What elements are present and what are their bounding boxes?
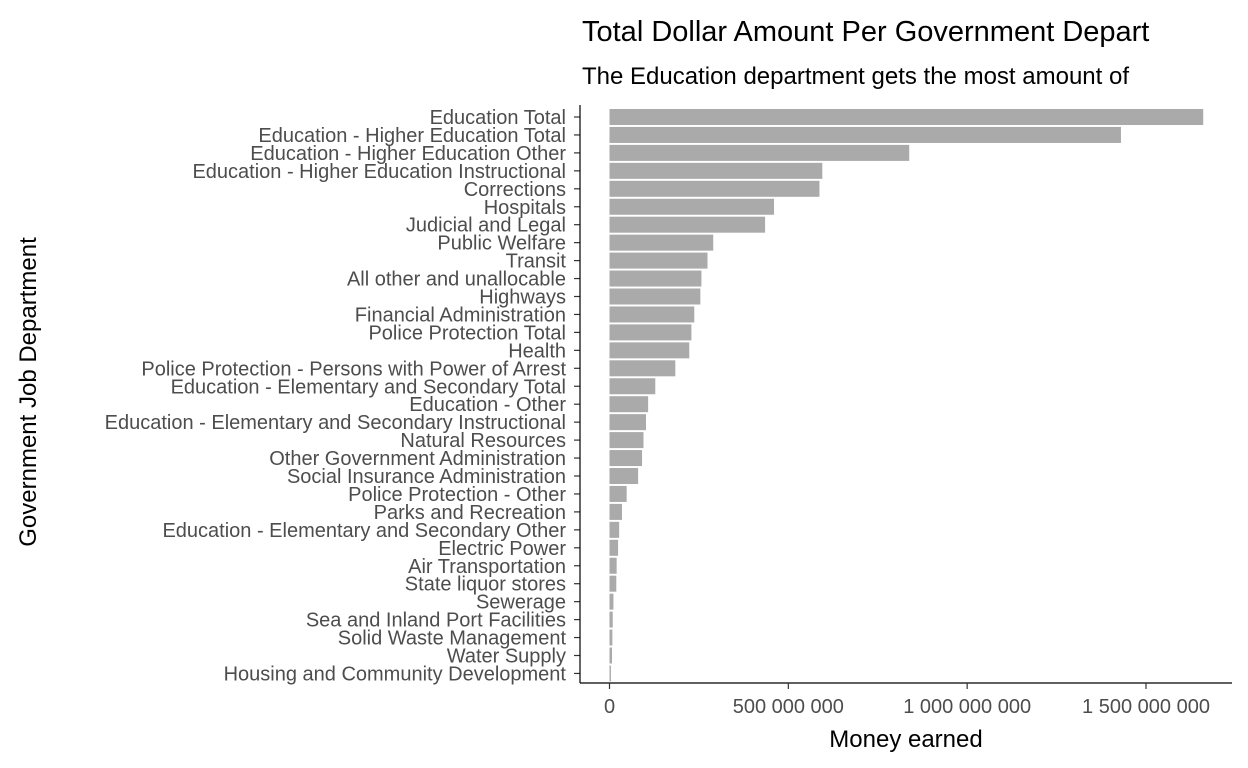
- category-label: Other Government Administration: [269, 448, 566, 470]
- category-label: Housing and Community Development: [224, 663, 567, 685]
- category-label: Transit: [506, 251, 567, 273]
- category-label: Police Protection - Other: [348, 484, 566, 506]
- category-label: Public Welfare: [437, 233, 566, 255]
- category-label: Financial Administration: [355, 304, 566, 326]
- bar-27: [609, 593, 614, 610]
- bars-group: [609, 109, 1204, 682]
- category-label: Highways: [479, 287, 566, 309]
- category-label: Health: [508, 340, 566, 362]
- bar-4: [609, 180, 820, 197]
- y-axis-title: Government Job Department: [15, 237, 42, 547]
- category-label: Solid Waste Management: [338, 628, 567, 650]
- category-label: All other and unallocable: [347, 269, 566, 291]
- chart-subtitle: The Education department gets the most a…: [582, 63, 1129, 90]
- chart-title: Total Dollar Amount Per Government Depar…: [582, 16, 1149, 48]
- bar-29: [609, 629, 613, 646]
- category-label: State liquor stores: [405, 574, 566, 596]
- x-tick-label: 1 000 000 000: [903, 696, 1031, 718]
- bar-19: [609, 450, 643, 467]
- bar-28: [609, 611, 613, 628]
- x-axis-title: Money earned: [829, 726, 982, 753]
- x-tick-label: 1 500 000 000: [1082, 696, 1210, 718]
- bar-7: [609, 234, 714, 251]
- category-label: Police Protection - Persons with Power o…: [141, 358, 566, 380]
- category-label: Natural Resources: [400, 430, 566, 452]
- category-label: Social Insurance Administration: [287, 466, 566, 488]
- bar-18: [609, 432, 644, 449]
- bar-25: [609, 557, 617, 574]
- bar-24: [609, 539, 619, 556]
- category-label: Education - Higher Education Instruction…: [192, 161, 566, 183]
- bar-23: [609, 521, 620, 538]
- bar-30: [609, 647, 613, 664]
- category-label: Electric Power: [438, 538, 566, 560]
- bar-13: [609, 342, 690, 359]
- bar-14: [609, 360, 676, 377]
- bar-2: [609, 144, 910, 161]
- category-label: Corrections: [464, 179, 566, 201]
- bar-1: [609, 126, 1121, 143]
- bar-12: [609, 324, 692, 341]
- category-label: Water Supply: [447, 646, 566, 668]
- bar-31: [609, 665, 611, 682]
- bar-3: [609, 162, 823, 179]
- category-label: Education - Higher Education Other: [250, 143, 566, 165]
- x-tick-label: 0: [604, 696, 615, 718]
- category-label: Police Protection Total: [368, 322, 566, 344]
- bar-6: [609, 216, 766, 233]
- bar-15: [609, 378, 656, 395]
- bar-26: [609, 575, 617, 592]
- category-label: Education Total: [430, 107, 566, 129]
- category-label: Parks and Recreation: [374, 502, 566, 524]
- bar-8: [609, 252, 708, 269]
- bar-9: [609, 270, 702, 287]
- bar-11: [609, 306, 695, 323]
- category-label: Education - Elementary and Secondary Oth…: [162, 520, 566, 542]
- category-label: Education - Elementary and Secondary Tot…: [171, 376, 566, 398]
- bar-10: [609, 288, 701, 305]
- bar-0: [609, 109, 1204, 125]
- bar-22: [609, 503, 623, 520]
- bar-5: [609, 198, 775, 215]
- category-label: Sewerage: [476, 592, 566, 614]
- category-label: Education - Higher Education Total: [258, 125, 566, 147]
- category-label: Hospitals: [484, 197, 566, 219]
- category-label: Education - Elementary and Secondary Ins…: [105, 412, 566, 434]
- category-label: Judicial and Legal: [406, 215, 566, 237]
- bar-17: [609, 414, 646, 431]
- x-axis-ticks: 0 500 000 000 1 000 000 000 1 500 000 000: [604, 683, 1210, 718]
- bar-20: [609, 468, 639, 484]
- bar-21: [609, 485, 627, 502]
- bar-16: [609, 396, 649, 413]
- category-label: Education - Other: [409, 394, 566, 416]
- category-label: Sea and Inland Port Facilities: [306, 610, 566, 632]
- category-label: Air Transportation: [408, 556, 566, 578]
- x-tick-label: 500 000 000: [733, 696, 844, 718]
